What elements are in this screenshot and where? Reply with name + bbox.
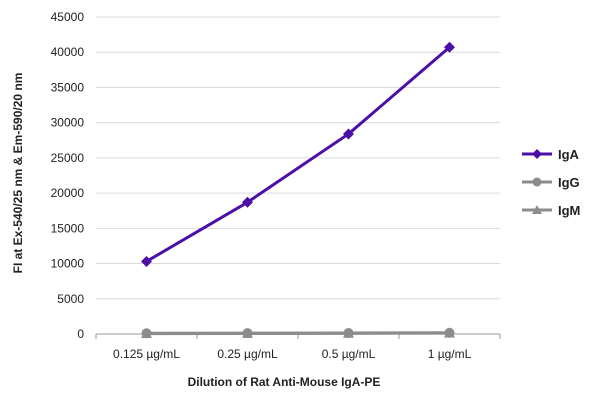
y-tick-label: 40000 — [51, 45, 85, 59]
y-tick-label: 0 — [77, 327, 84, 341]
data-point-iga — [242, 196, 253, 208]
legend-marker-igm — [532, 205, 542, 214]
series-line-iga — [145, 46, 451, 263]
x-tick-label: 0.5 µg/mL — [322, 347, 376, 361]
y-tick-label: 10000 — [51, 257, 85, 271]
y-tick-label: 20000 — [51, 186, 85, 200]
legend-marker-igg — [532, 177, 542, 187]
x-tick-label: 1 µg/mL — [428, 347, 472, 361]
data-point-iga — [444, 41, 455, 53]
y-tick-label: 15000 — [51, 221, 85, 235]
data-point-iga — [141, 255, 152, 267]
data-point-igg — [343, 328, 354, 339]
data-point-igg — [444, 327, 455, 338]
legend-label-iga: IgA — [558, 147, 580, 162]
legend-label-igm: IgM — [558, 203, 580, 218]
y-tick-label: 30000 — [51, 116, 85, 130]
legend-label-igg: IgG — [558, 175, 580, 190]
data-point-igg — [141, 328, 152, 339]
legend-marker-iga — [532, 149, 542, 159]
y-tick-label: 5000 — [57, 292, 84, 306]
x-axis-title: Dilution of Rat Anti-Mouse IgA-PE — [188, 375, 381, 389]
x-tick-label: 0.125 µg/mL — [113, 347, 180, 361]
legend: IgA IgG IgM — [522, 147, 580, 218]
data-point-igg — [242, 328, 253, 339]
grid-lines — [95, 16, 501, 339]
series-line-igg — [146, 331, 450, 335]
data-point-iga — [343, 128, 354, 140]
y-tick-label: 45000 — [51, 10, 85, 24]
y-tick-labels: 0 5000 10000 15000 20000 25000 30000 35000 40000… — [51, 10, 85, 341]
x-tick-label: 0.25 µg/mL — [217, 347, 278, 361]
series-layer — [141, 41, 455, 339]
x-tick-labels: 0.125 µg/mL 0.25 µg/mL 0.5 µg/mL 1 µg/mL — [113, 347, 472, 361]
y-axis-title: FI at Ex-540/25 nm & Em-590/20 nm — [11, 73, 25, 274]
y-tick-label: 25000 — [51, 151, 85, 165]
y-tick-label: 35000 — [51, 80, 85, 94]
